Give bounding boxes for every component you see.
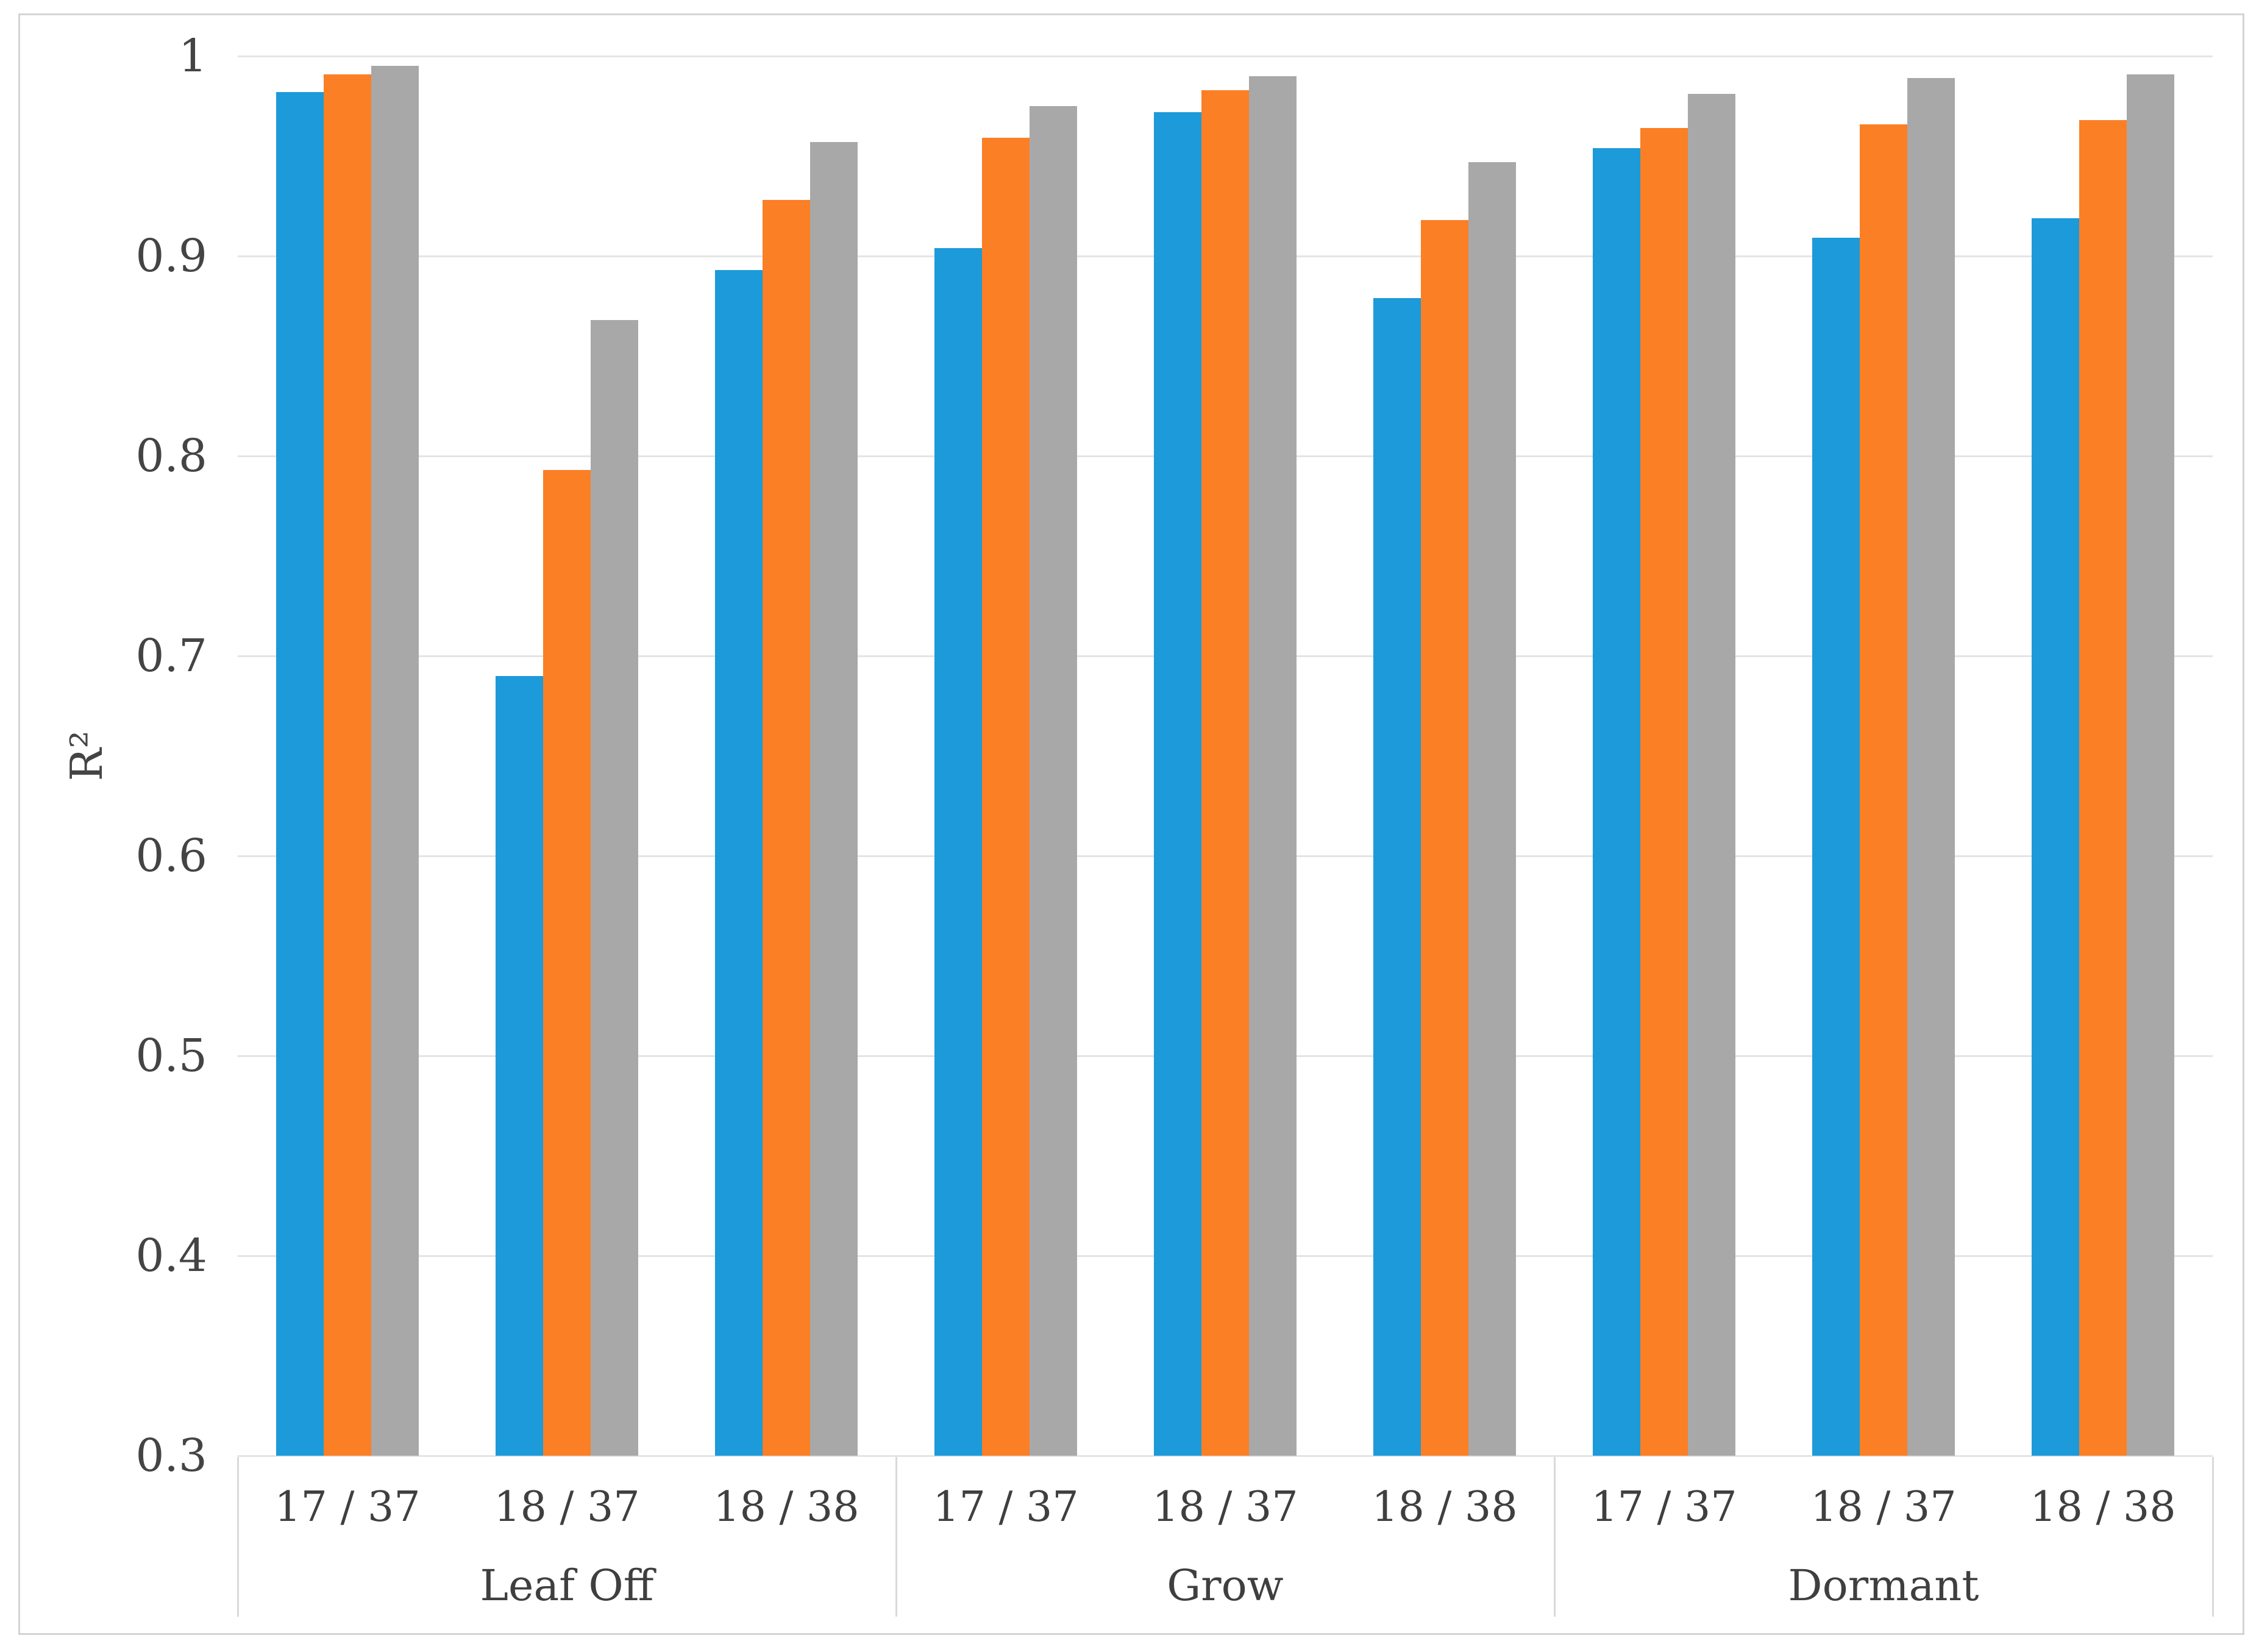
group-label: Dormant — [1788, 1560, 1979, 1611]
category-label: 18 / 37 — [1152, 1483, 1298, 1531]
bar-blue — [1154, 112, 1201, 1456]
bar-blue — [2032, 218, 2079, 1456]
bar-orange — [1201, 90, 1249, 1456]
bar-gray — [1907, 78, 1955, 1456]
y-tick-label: 0.5 — [135, 1030, 207, 1082]
category-label: 17 / 37 — [1591, 1483, 1737, 1531]
category-label: 18 / 38 — [713, 1483, 859, 1531]
bar-orange — [324, 74, 371, 1456]
category-label: 17 / 37 — [933, 1483, 1079, 1531]
bar-gray — [1688, 94, 1735, 1456]
gridline-0.3 — [238, 1455, 2213, 1457]
gridline-1 — [238, 55, 2213, 57]
category-label: 18 / 38 — [2030, 1483, 2176, 1531]
category-label: 18 / 37 — [494, 1483, 640, 1531]
group-separator — [237, 1457, 239, 1617]
category-label: 17 / 37 — [274, 1483, 421, 1531]
bar-blue — [1593, 148, 1640, 1456]
bar-gray — [1249, 76, 1297, 1456]
bar-blue — [715, 269, 763, 1456]
y-tick-label: 0.4 — [135, 1230, 207, 1282]
figure-border — [18, 13, 2244, 1635]
group-label: Leaf Off — [480, 1560, 654, 1611]
bar-orange — [2079, 119, 2127, 1456]
y-tick-label: 0.6 — [135, 830, 207, 882]
bar-blue — [496, 675, 543, 1456]
bar-gray — [591, 319, 638, 1456]
bar-orange — [1640, 128, 1688, 1456]
y-tick-label: 1 — [178, 30, 207, 82]
bar-gray — [1030, 106, 1077, 1456]
bar-orange — [1860, 124, 1907, 1456]
y-tick-label: 0.3 — [135, 1429, 207, 1482]
bar-orange — [982, 138, 1030, 1456]
bar-gray — [810, 142, 858, 1456]
y-tick-label: 0.9 — [135, 230, 207, 282]
bar-orange — [1421, 219, 1468, 1456]
bar-blue — [1812, 238, 1860, 1456]
bar-blue — [1373, 297, 1421, 1456]
category-label: 18 / 37 — [1810, 1483, 1957, 1531]
bar-gray — [371, 66, 419, 1456]
group-separator — [2212, 1457, 2214, 1617]
bar-gray — [1468, 162, 1516, 1456]
y-tick-label: 0.7 — [135, 630, 207, 682]
y-axis-title: R² — [61, 730, 112, 781]
bar-orange — [763, 200, 810, 1456]
bar-orange — [543, 469, 591, 1456]
y-tick-label: 0.8 — [135, 430, 207, 482]
bar-blue — [276, 92, 324, 1456]
group-separator — [1554, 1457, 1556, 1617]
bar-gray — [2127, 74, 2174, 1456]
bar-blue — [934, 247, 982, 1456]
group-separator — [895, 1457, 897, 1617]
category-label: 18 / 38 — [1371, 1483, 1518, 1531]
group-label: Grow — [1167, 1560, 1284, 1611]
